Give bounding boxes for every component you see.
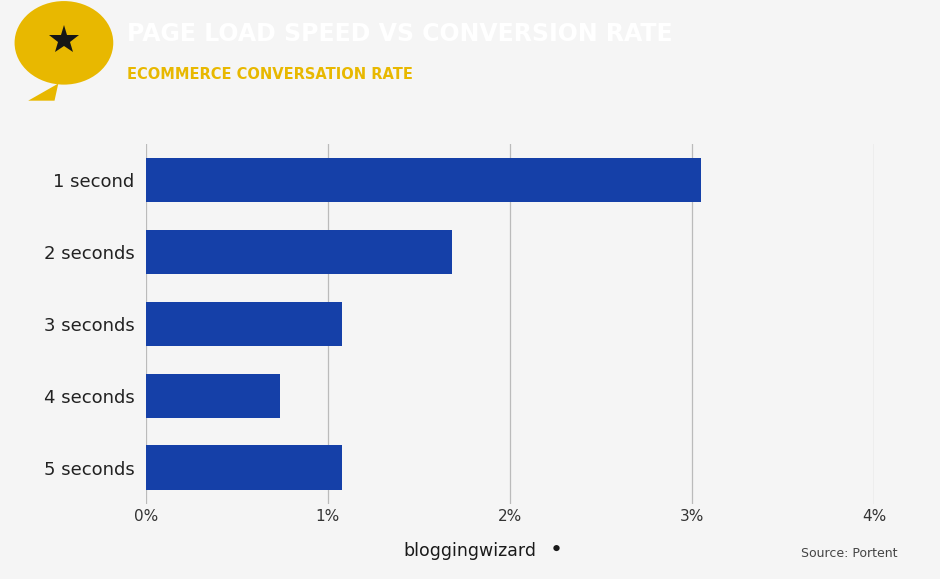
Bar [146,230,451,274]
Text: PAGE LOAD SPEED VS CONVERSION RATE: PAGE LOAD SPEED VS CONVERSION RATE [127,22,672,46]
Bar [146,445,342,490]
Polygon shape [28,83,58,101]
Bar [146,373,280,418]
Text: Source: Portent: Source: Portent [801,548,898,560]
Bar [146,302,342,346]
Text: ⬤: ⬤ [553,545,560,551]
Text: bloggingwizard: bloggingwizard [403,543,537,560]
Text: ECOMMERCE CONVERSATION RATE: ECOMMERCE CONVERSATION RATE [127,68,413,82]
Ellipse shape [15,1,114,85]
Bar [146,158,701,203]
